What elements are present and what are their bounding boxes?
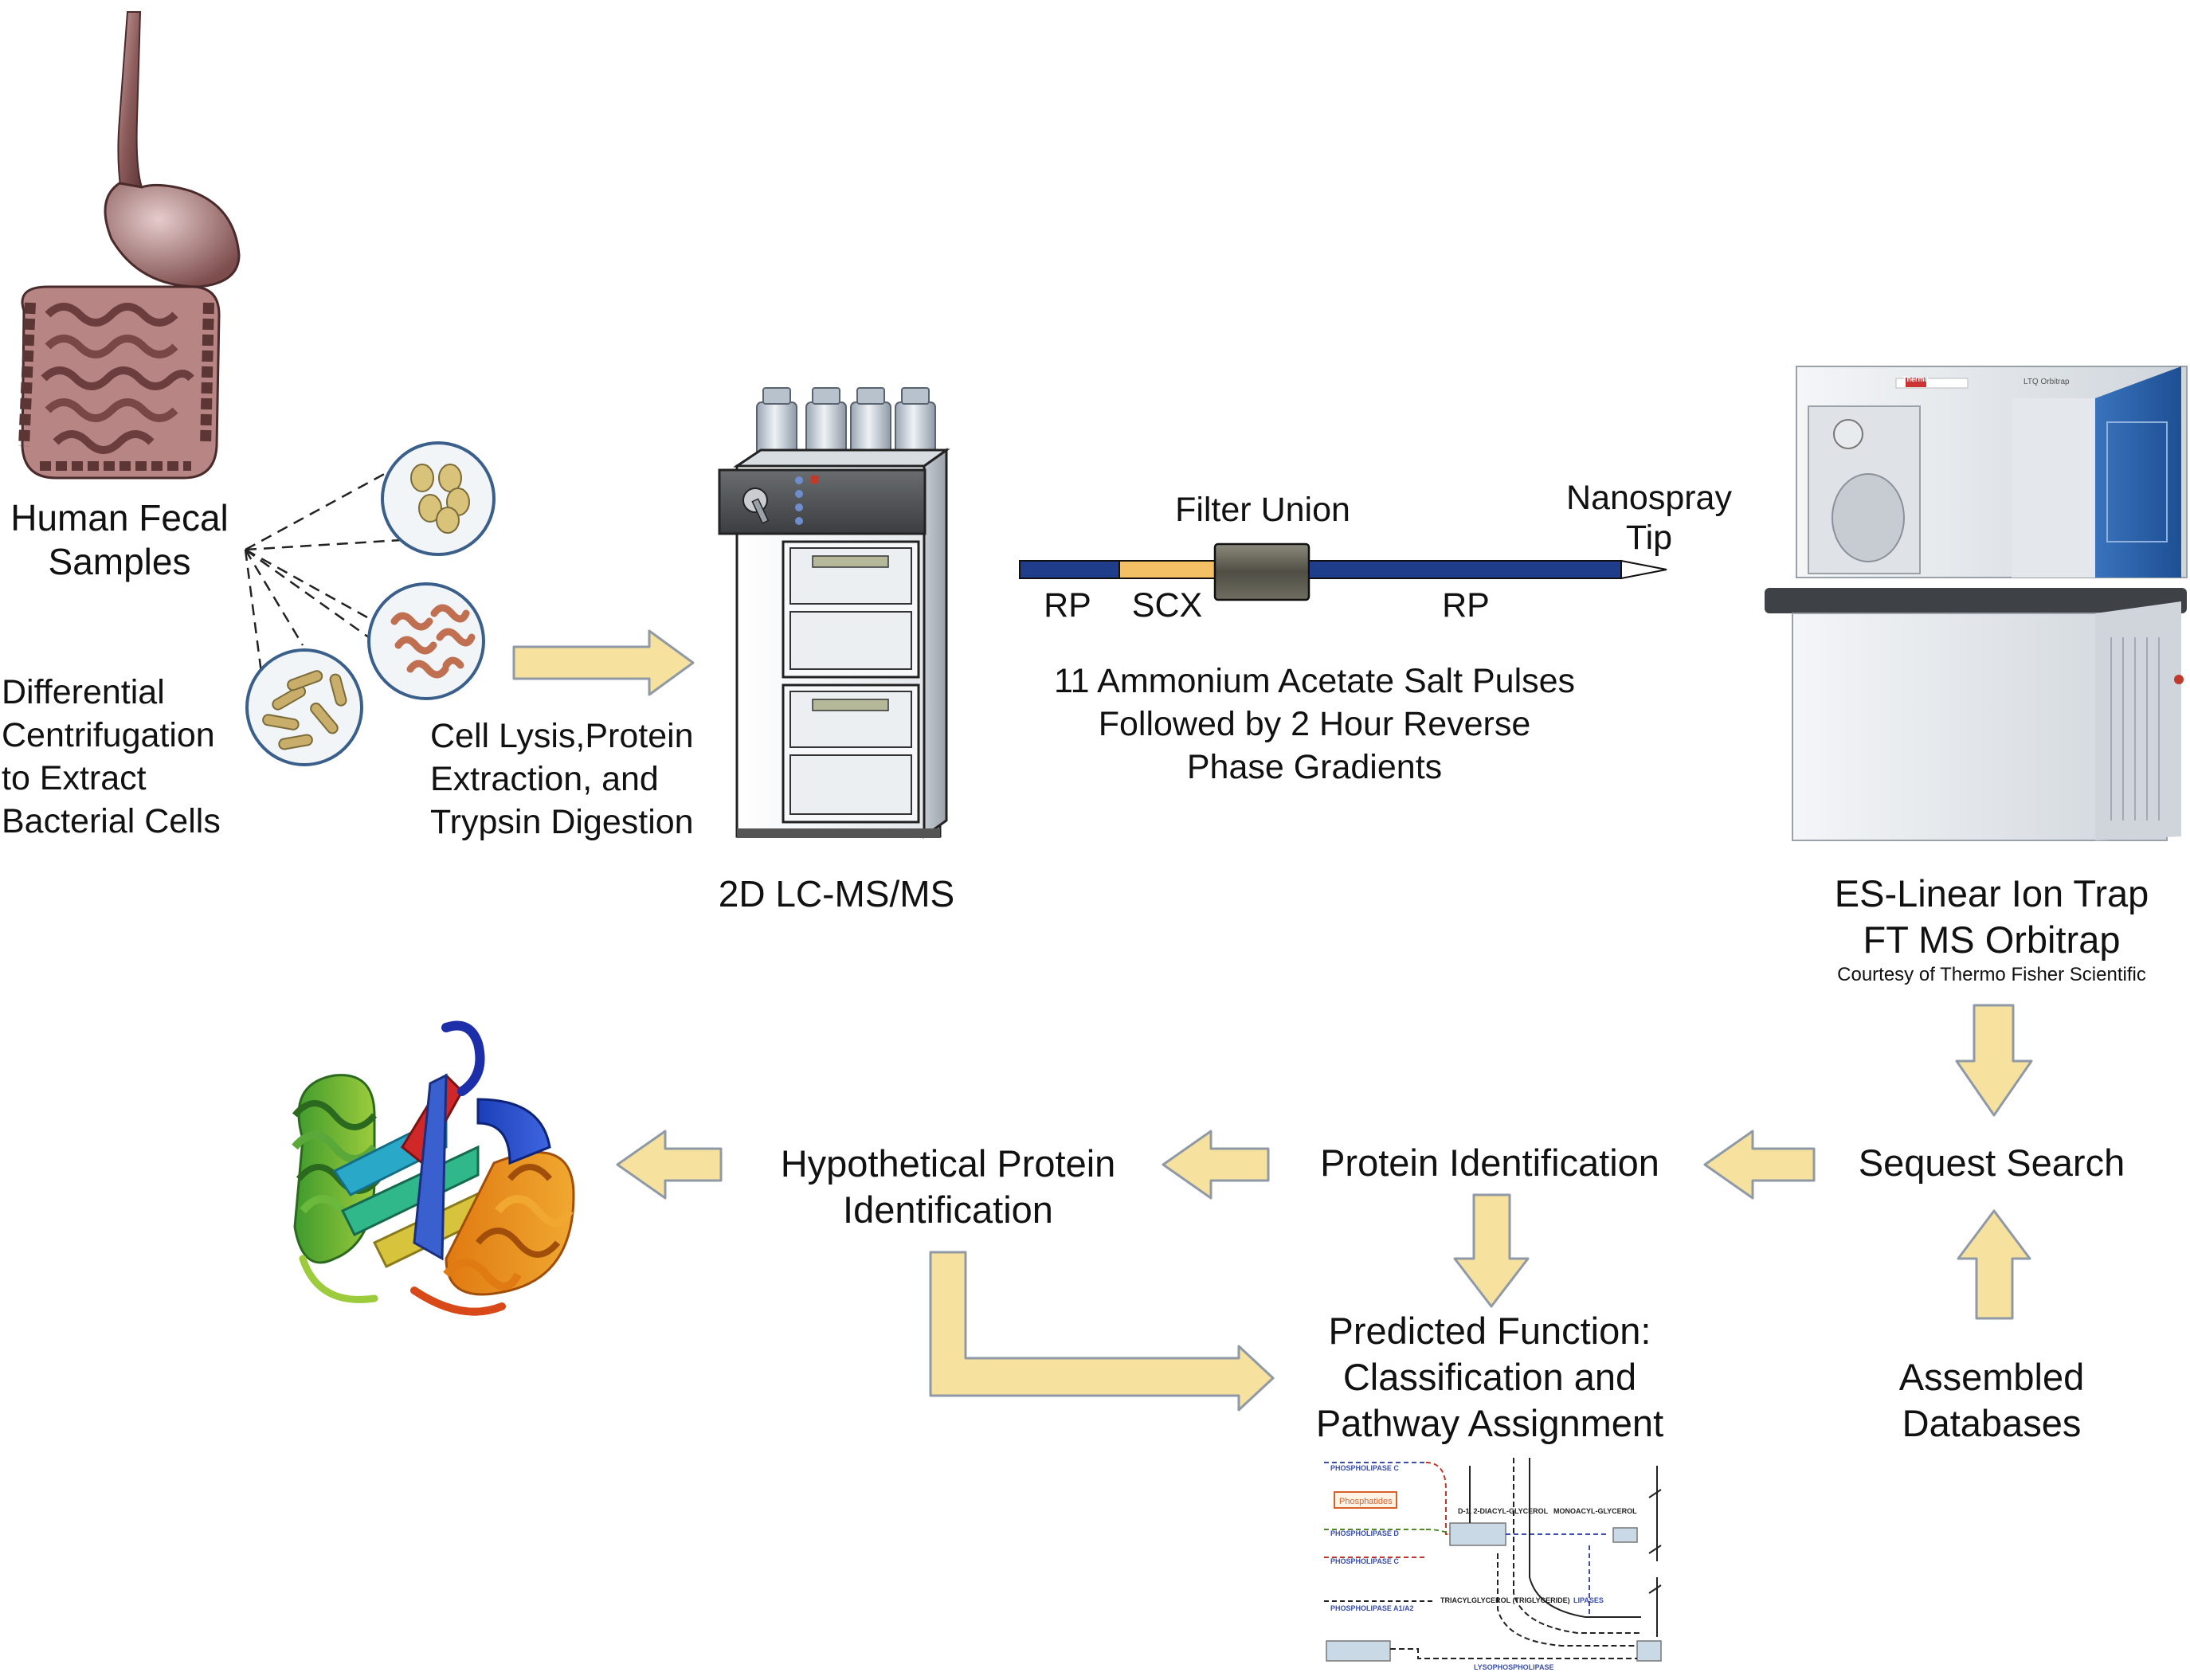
label-rp-right-text: RP [1442,586,1490,625]
hplc-instrument-illustration [718,387,950,839]
pathway-label-lysophospholipase: LYSOPHOSPHOLIPASE [1474,1663,1554,1671]
label-filter-union-text: Filter Union [1175,491,1350,529]
cell-circle-cocci [381,441,496,556]
arrow-sequest-to-protein [1703,1130,1816,1200]
pathway-label-phospholipase-a: PHOSPHOLIPASE A1/A2 [1330,1604,1414,1612]
label-salt-pulses: 11 Ammonium Acetate Salt Pulses Followed… [996,660,1633,789]
label-ms-instrument: ES-Linear Ion Trap FT MS Orbitrap [1753,871,2190,963]
label-courtesy: Courtesy of Thermo Fisher Scientific [1753,964,2190,987]
label-predicted-line3: Pathway Assignment [1315,1402,1664,1444]
label-column-scx: SCX [1119,585,1215,627]
label-salt-line3: Phase Gradients [1186,748,1443,786]
label-nanospray-line1: Nanospray [1566,479,1732,517]
digestive-tract-illustration [18,11,241,480]
instrument-brand-badge: Thermo [1902,375,1929,384]
pathway-label-triacylglycerol: TRIACYLGLYCEROL (TRIGLYCERIDE) [1440,1596,1570,1604]
label-hypothetical-line2: Identification [843,1189,1053,1231]
label-sequest-text: Sequest Search [1858,1142,2125,1184]
label-scx-text: SCX [1131,586,1203,625]
label-predicted-line2: Classification and [1342,1356,1637,1398]
label-human-fecal-line1: Human Fecal [10,497,229,538]
label-column-rp-left: RP [1020,585,1115,627]
label-lysis-line2: Extraction, and [430,760,659,798]
label-human-fecal-samples: Human Fecal Samples [0,496,239,584]
label-centrifuge-line3: to Extract [2,759,147,797]
label-assembled-databases: Assembled Databases [1832,1354,2151,1447]
pathway-label-diacylglycerol: D-1, 2-DIACYL-GLYCEROL [1458,1507,1549,1515]
label-lysis-line3: Trypsin Digestion [430,803,694,841]
instrument-model-text: LTQ Orbitrap [2023,378,2070,386]
label-2d-lc-ms-text: 2D LC-MS/MS [718,873,955,914]
mass-spectrometer-illustration [1765,366,2188,841]
label-predicted-line1: Predicted Function: [1328,1310,1651,1352]
label-salt-line2: Followed by 2 Hour Reverse [1098,705,1531,743]
label-sequest-search: Sequest Search [1824,1141,2159,1185]
pathway-label-monoacylglycerol: MONOACYL-GLYCEROL [1553,1507,1637,1515]
label-salt-line1: 11 Ammonium Acetate Salt Pulses [1053,662,1576,700]
label-filter-union: Filter Union [1143,490,1382,531]
arrow-ms-to-sequest [1955,1004,2033,1117]
label-centrifuge-line2: Centrifugation [2,716,215,754]
label-human-fecal-line2: Samples [48,541,191,583]
solvent-bottles [756,387,936,463]
label-rp-left-text: RP [1044,586,1091,625]
arrow-to-lc [512,629,695,696]
label-centrifuge-line4: Bacterial Cells [2,802,221,840]
pathway-label-phospholipase-c-lower: PHOSPHOLIPASE C [1330,1557,1399,1565]
arrow-protein-to-hypothetical [1162,1130,1270,1200]
label-hypothetical-line1: Hypothetical Protein [780,1142,1116,1185]
label-courtesy-text: Courtesy of Thermo Fisher Scientific [1837,964,2146,985]
pathway-label-lipases: LIPASES [1573,1596,1604,1604]
arrow-databases-to-sequest [1957,1209,2031,1320]
label-protein-id-text: Protein Identification [1320,1142,1659,1184]
pathway-label-phospholipase-c: PHOSPHOLIPASE C [1330,1464,1399,1472]
label-ms-line2: FT MS Orbitrap [1863,918,2121,961]
lc-column-schematic [1019,542,1667,601]
arrow-hypothetical-to-structure [616,1130,723,1200]
label-nanospray-line2: Tip [1625,519,1673,557]
label-assembled-line2: Databases [1902,1402,2082,1444]
cell-circle-spirilla [367,582,485,700]
arrow-hypothetical-to-predicted [929,1251,1275,1412]
label-column-rp-right: RP [1418,585,1514,627]
label-2d-lc-ms: 2D LC-MS/MS [677,872,996,916]
cell-circle-rods [245,648,363,766]
label-ms-line1: ES-Linear Ion Trap [1834,872,2149,914]
label-centrifuge-line1: Differential [2,673,165,711]
label-lysis-line1: Cell Lysis,Protein [430,717,694,755]
pathway-label-phosphatides: Phosphatides [1339,1497,1393,1506]
label-assembled-line1: Assembled [1898,1356,2085,1398]
label-hypothetical-protein: Hypothetical Protein Identification [749,1141,1147,1233]
label-protein-identification: Protein Identification [1275,1141,1705,1185]
arrow-protein-to-predicted [1453,1193,1530,1308]
label-cell-lysis: Cell Lysis,Protein Extraction, and Tryps… [430,715,694,844]
label-differential-centrifugation: Differential Centrifugation to Extract B… [2,671,221,843]
protein-structure-ribbon [292,1020,575,1316]
pathway-diagram-thumbnail: PHOSPHOLIPASE C Phosphatides PHOSPHOLIPA… [1322,1458,1662,1671]
flow-arrows [512,629,2033,1412]
instrument-model-badge: LTQ Orbitrap [2023,378,2070,387]
instrument-brand-text: Thermo [1902,375,1929,383]
dashed-callout-lines [244,470,403,686]
label-predicted-function: Predicted Function: Classification and P… [1275,1308,1705,1447]
pathway-label-phospholipase-d: PHOSPHOLIPASE D [1330,1529,1399,1537]
label-nanospray-tip: Nanospray Tip [1530,478,1769,558]
